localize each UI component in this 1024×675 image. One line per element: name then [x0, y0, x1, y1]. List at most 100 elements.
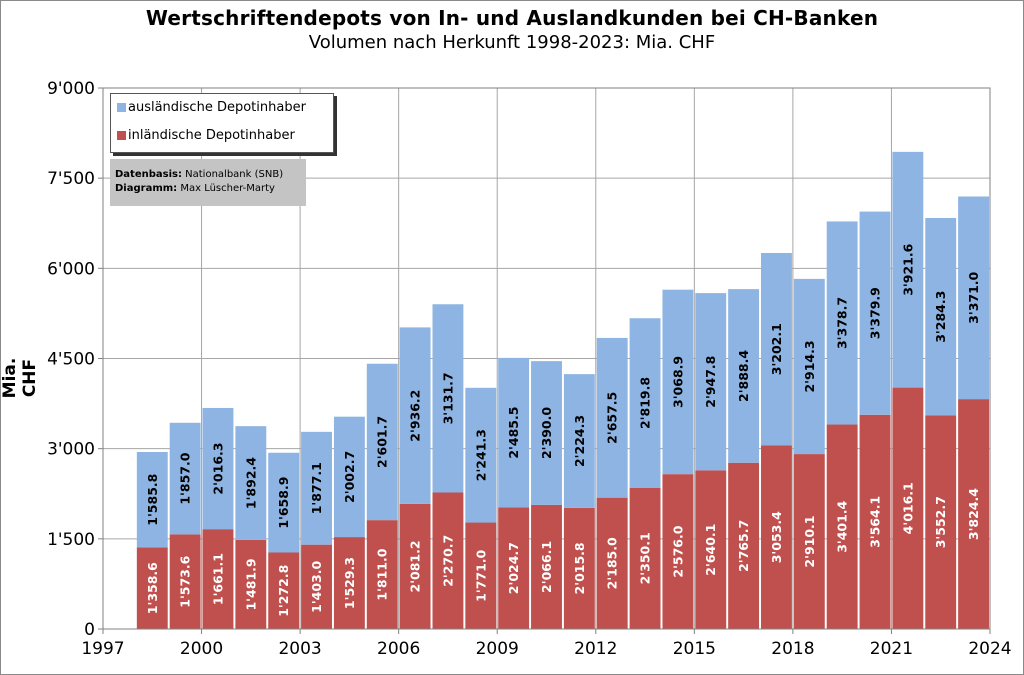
- bar-foreign: [695, 293, 727, 471]
- x-tick-label: 2018: [771, 639, 814, 659]
- bar-domestic: [169, 534, 201, 629]
- y-tick-label: 9'000: [47, 79, 95, 99]
- bar-domestic: [268, 552, 300, 629]
- data-label-foreign: 2'657.5: [605, 392, 620, 444]
- data-label-foreign: 1'585.8: [145, 474, 160, 526]
- data-label-domestic: 2'576.0: [670, 525, 685, 577]
- y-axis-label: Mia. CHF: [0, 357, 40, 399]
- bar-foreign: [596, 337, 628, 498]
- bar-domestic: [333, 537, 365, 629]
- bar-foreign: [793, 278, 825, 455]
- data-label-domestic: 1'481.9: [243, 558, 258, 610]
- data-label-domestic: 2'066.1: [539, 541, 554, 593]
- data-label-foreign: 2'002.7: [342, 451, 357, 503]
- data-label-domestic: 1'771.0: [473, 549, 488, 601]
- data-label-foreign: 3'921.6: [900, 243, 915, 295]
- data-label-foreign: 2'016.3: [210, 443, 225, 495]
- bar-foreign: [662, 289, 694, 475]
- bar-domestic: [531, 504, 562, 629]
- chart-title: Wertschriftendepots von In- und Auslandk…: [145, 6, 879, 30]
- data-label-domestic: 2'081.2: [408, 540, 423, 592]
- bar-domestic: [662, 474, 694, 629]
- data-label-foreign: 1'857.0: [178, 452, 193, 504]
- data-label-foreign: 3'284.3: [933, 291, 948, 343]
- title-block: Wertschriftendepots von In- und Auslandk…: [0, 6, 1024, 53]
- legend-swatch-foreign: [117, 103, 126, 112]
- data-label-domestic: 1'573.6: [178, 555, 193, 607]
- bar-foreign: [169, 422, 201, 535]
- data-label-foreign: 3'378.7: [835, 297, 850, 349]
- data-label-domestic: 2'015.8: [572, 542, 587, 594]
- legend-item-domestic: inländische Depotinhaber: [117, 128, 295, 144]
- y-tick-label: 3'000: [47, 440, 95, 460]
- bar-foreign: [366, 363, 398, 521]
- bar-domestic: [399, 503, 431, 629]
- bar-domestic: [859, 414, 891, 629]
- legend-label-foreign: ausländische Depotinhaber: [128, 100, 306, 115]
- bar-foreign: [531, 361, 562, 505]
- data-label-domestic: 2'765.7: [736, 520, 751, 572]
- data-label-foreign: 2'224.3: [572, 415, 587, 467]
- bar-domestic: [826, 424, 858, 629]
- data-label-foreign: 3'371.0: [966, 271, 981, 323]
- data-label-foreign: 1'892.4: [243, 457, 258, 509]
- data-label-domestic: 2'910.1: [802, 515, 817, 567]
- bar-domestic: [925, 415, 957, 629]
- bar-foreign: [761, 252, 792, 446]
- data-label-foreign: 2'485.5: [506, 407, 521, 459]
- source-diagram-line: Diagramm: Max Lüscher-Marty: [115, 183, 275, 194]
- x-tick-label: 2006: [377, 639, 420, 659]
- bar-foreign: [498, 357, 530, 508]
- x-tick-label: 2015: [673, 639, 716, 659]
- legend-swatch-domestic: [117, 131, 126, 140]
- data-label-domestic: 2'350.1: [638, 532, 653, 584]
- source-data-key: Datenbasis:: [115, 169, 182, 180]
- plot-border: [102, 87, 991, 630]
- data-label-domestic: 1'403.0: [309, 561, 324, 613]
- bar-foreign: [563, 374, 595, 508]
- bar-domestic: [366, 520, 398, 629]
- bar-domestic: [629, 487, 661, 629]
- data-label-foreign: 3'068.9: [670, 356, 685, 408]
- bar-domestic: [563, 507, 595, 629]
- bar-foreign: [958, 196, 990, 400]
- bar-domestic: [728, 462, 760, 629]
- bar-foreign: [202, 407, 234, 530]
- bar-domestic: [958, 399, 990, 629]
- x-tick-label: 2009: [476, 639, 519, 659]
- bar-foreign: [333, 416, 365, 538]
- data-label-domestic: 2'640.1: [703, 524, 718, 576]
- data-label-foreign: 2'390.0: [539, 407, 554, 459]
- bar-domestic: [498, 507, 530, 629]
- bar-domestic: [432, 492, 464, 629]
- data-label-domestic: 1'529.3: [342, 557, 357, 609]
- data-label-domestic: 3'053.4: [769, 511, 784, 563]
- x-tick-label: 2021: [870, 639, 913, 659]
- data-label-foreign: 2'947.8: [703, 356, 718, 408]
- data-label-domestic: 3'401.4: [835, 500, 850, 552]
- data-label-foreign: 1'877.1: [309, 462, 324, 514]
- x-tick-label: 2003: [278, 639, 321, 659]
- data-label-foreign: 2'936.2: [408, 390, 423, 442]
- data-label-domestic: 3'552.7: [933, 496, 948, 548]
- bar-domestic: [695, 470, 727, 629]
- y-tick-label: 7'500: [47, 169, 95, 189]
- bar-domestic: [136, 547, 168, 629]
- chart-subtitle: Volumen nach Herkunft 1998-2023: Mia. CH…: [308, 32, 716, 53]
- source-data-line: Datenbasis: Nationalbank (SNB): [115, 169, 283, 180]
- data-label-domestic: 2'185.0: [605, 537, 620, 589]
- data-label-foreign: 2'241.3: [473, 429, 488, 481]
- source-data-value: Nationalbank (SNB): [185, 169, 284, 180]
- x-tick-label: 1997: [81, 639, 124, 659]
- data-label-domestic: 1'811.0: [375, 548, 390, 600]
- data-label-foreign: 2'819.8: [638, 377, 653, 429]
- data-label-foreign: 2'601.7: [375, 416, 390, 468]
- bar-foreign: [136, 452, 168, 548]
- bar-foreign: [432, 304, 464, 493]
- bar-domestic: [596, 497, 628, 629]
- bar-domestic: [235, 539, 267, 629]
- bar-foreign: [892, 151, 924, 388]
- x-tick-label: 2012: [574, 639, 617, 659]
- legend-label-domestic: inländische Depotinhaber: [128, 128, 295, 143]
